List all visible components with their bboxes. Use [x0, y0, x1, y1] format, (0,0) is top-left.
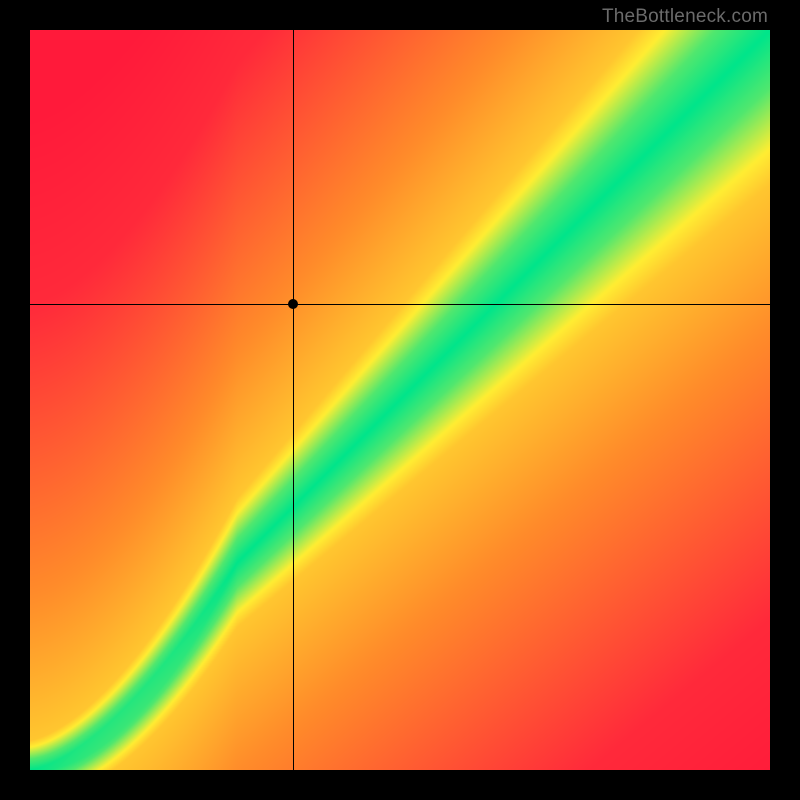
marker-dot [288, 299, 298, 309]
crosshair-vertical [293, 30, 294, 770]
heatmap-chart [30, 30, 770, 770]
heatmap-canvas [30, 30, 770, 770]
crosshair-horizontal [30, 304, 770, 305]
watermark-text: TheBottleneck.com [602, 6, 768, 28]
